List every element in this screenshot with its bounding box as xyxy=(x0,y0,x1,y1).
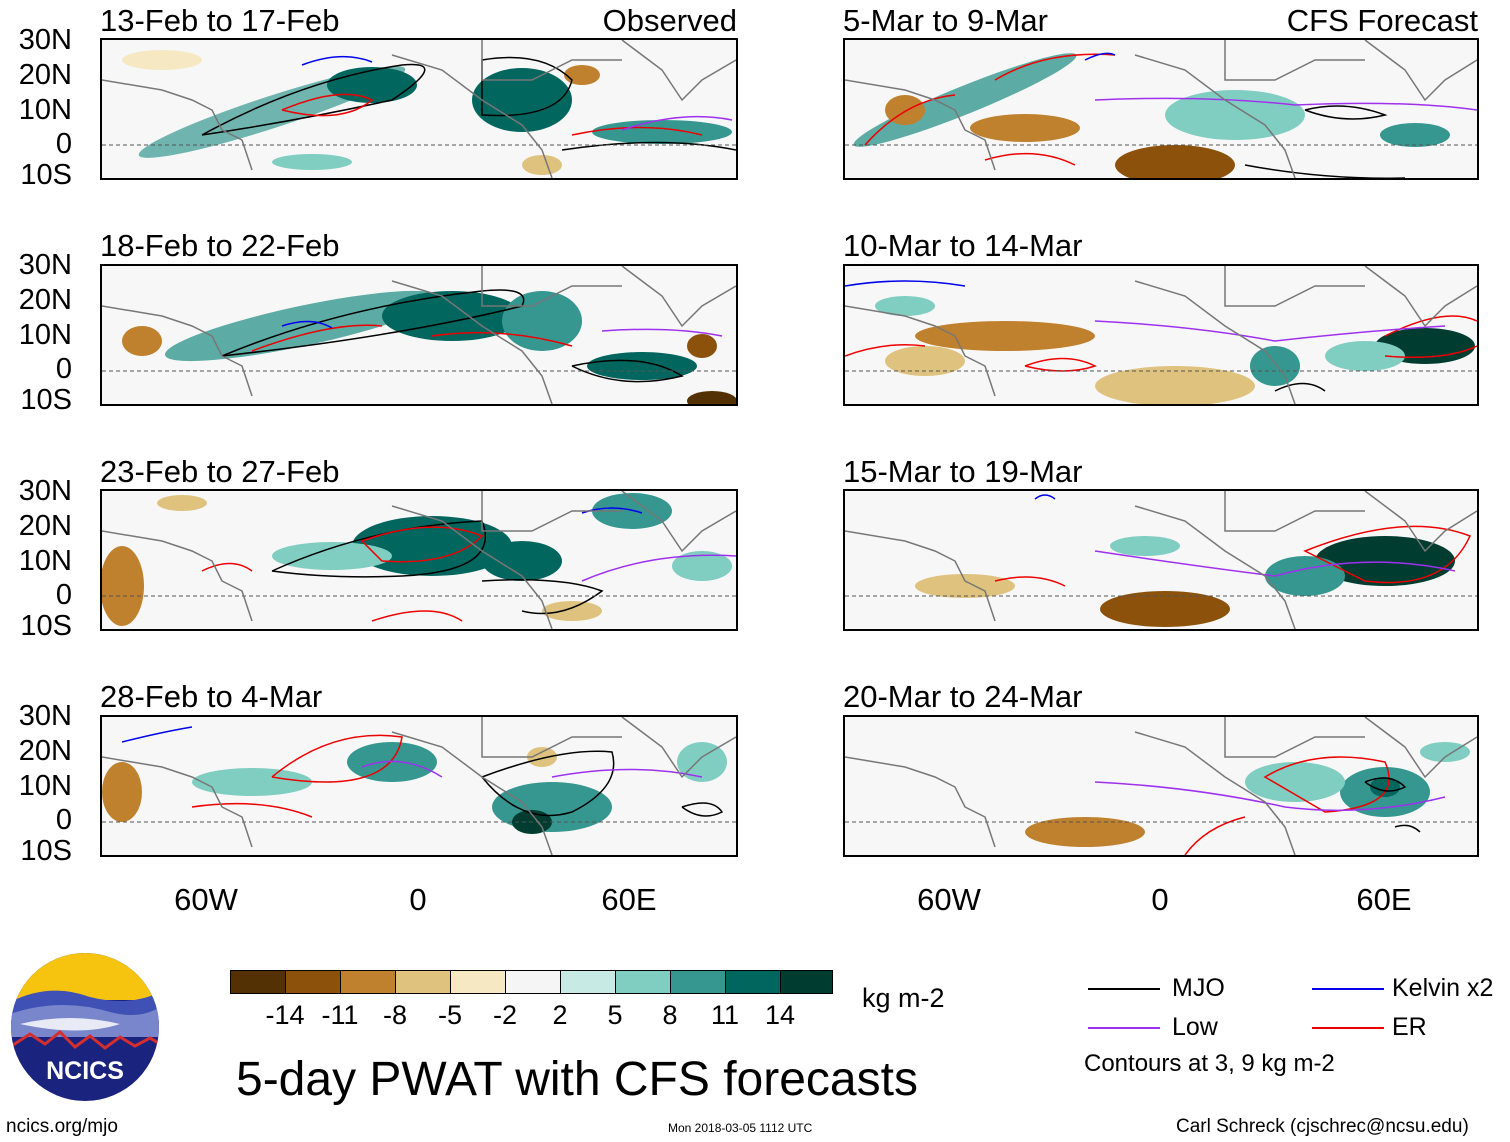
map-panel-right-4 xyxy=(843,715,1479,857)
lat-label: 0 xyxy=(55,353,72,385)
legend-label-mjo: MJO xyxy=(1172,974,1225,1002)
legend-line-low xyxy=(1088,1027,1160,1029)
lat-label: 20N xyxy=(18,735,72,767)
panel-title-left-2: 18-Feb to 22-Feb xyxy=(100,228,340,263)
lat-label: 30N xyxy=(18,475,72,507)
colorbar-tick: 8 xyxy=(662,1000,678,1030)
figure-title: 5-day PWAT with CFS forecasts xyxy=(236,1053,918,1106)
lat-label: 20N xyxy=(18,59,72,91)
lat-label: 0 xyxy=(55,804,72,836)
ncics-logo: NCICS xyxy=(11,953,159,1101)
lat-label: 10S xyxy=(20,159,72,191)
map-panel-left-3 xyxy=(100,489,738,631)
lat-label: 10N xyxy=(18,319,72,351)
cfs-forecast-header: CFS Forecast xyxy=(1286,3,1478,38)
panel-title-right-2: 10-Mar to 14-Mar xyxy=(843,228,1083,263)
colorbar-tick: 11 xyxy=(710,1000,740,1030)
map-panel-left-4 xyxy=(100,715,738,857)
lat-label: 30N xyxy=(18,249,72,281)
colorbar-cell xyxy=(560,970,616,994)
legend-label-er: ER xyxy=(1392,1013,1427,1041)
lon-label: 0 xyxy=(409,882,427,917)
colorbar-cell xyxy=(450,970,506,994)
colorbar-units: kg m-2 xyxy=(862,983,945,1013)
legend-line-er xyxy=(1312,1027,1384,1029)
colorbar-tick: -14 xyxy=(265,1000,305,1030)
colorbar-cell xyxy=(285,970,341,994)
lon-label: 60W xyxy=(917,882,981,917)
footer-website: ncics.org/mjo xyxy=(6,1116,118,1137)
panel-title-left-1: 13-Feb to 17-Feb xyxy=(100,3,340,38)
contour-note: Contours at 3, 9 kg m-2 xyxy=(1084,1050,1335,1077)
colorbar-tick: 2 xyxy=(552,1000,568,1030)
lat-label: 30N xyxy=(18,24,72,56)
map-panel-right-2 xyxy=(843,264,1479,406)
footer-author: Carl Schreck (cjschrec@ncsu.edu) xyxy=(1176,1116,1469,1137)
panel-title-right-3: 15-Mar to 19-Mar xyxy=(843,454,1083,489)
lon-label: 60W xyxy=(174,882,238,917)
colorbar-cell xyxy=(615,970,671,994)
logo-text: NCICS xyxy=(46,1057,124,1085)
colorbar-cell xyxy=(670,970,726,994)
lat-label: 0 xyxy=(55,579,72,611)
colorbar-tick: -8 xyxy=(382,1000,407,1030)
lat-label: 10S xyxy=(20,610,72,642)
colorbar-cell xyxy=(230,970,286,994)
panel-title-left-4: 28-Feb to 4-Mar xyxy=(100,679,323,714)
lat-label: 0 xyxy=(55,128,72,160)
lat-label: 10S xyxy=(20,384,72,416)
colorbar-cell xyxy=(340,970,396,994)
lat-label: 10S xyxy=(20,835,72,867)
legend-line-mjo xyxy=(1088,988,1160,990)
footer-timestamp: Mon 2018-03-05 1112 UTC xyxy=(668,1121,813,1135)
legend-label-kelvin: Kelvin x2 xyxy=(1392,974,1494,1002)
colorbar-tick: -11 xyxy=(321,1000,359,1030)
map-panel-left-1 xyxy=(100,38,738,180)
lon-label: 60E xyxy=(601,882,657,917)
map-panel-right-3 xyxy=(843,489,1479,631)
colorbar-cell xyxy=(395,970,451,994)
legend-label-low: Low xyxy=(1172,1013,1218,1041)
map-panel-right-1 xyxy=(843,38,1479,180)
lon-label: 60E xyxy=(1356,882,1412,917)
panel-title-left-3: 23-Feb to 27-Feb xyxy=(100,454,340,489)
lat-label: 10N xyxy=(18,545,72,577)
lat-label: 30N xyxy=(18,700,72,732)
colorbar-tick: 14 xyxy=(764,1000,796,1030)
map-panel-left-2 xyxy=(100,264,738,406)
lat-label: 20N xyxy=(18,510,72,542)
lat-label: 20N xyxy=(18,284,72,316)
colorbar-tick: -2 xyxy=(492,1000,517,1030)
lat-label: 10N xyxy=(18,770,72,802)
panel-title-right-4: 20-Mar to 24-Mar xyxy=(843,679,1083,714)
colorbar-cell xyxy=(725,970,781,994)
lat-label: 10N xyxy=(18,94,72,126)
panel-title-right-1: 5-Mar to 9-Mar xyxy=(843,3,1048,38)
legend-line-kelvin xyxy=(1312,988,1384,990)
lon-label: 0 xyxy=(1151,882,1169,917)
observed-header: Observed xyxy=(602,3,737,38)
colorbar-cell xyxy=(780,970,833,994)
colorbar-tick: 5 xyxy=(607,1000,623,1030)
colorbar-tick: -5 xyxy=(437,1000,462,1030)
colorbar-cell xyxy=(505,970,561,994)
